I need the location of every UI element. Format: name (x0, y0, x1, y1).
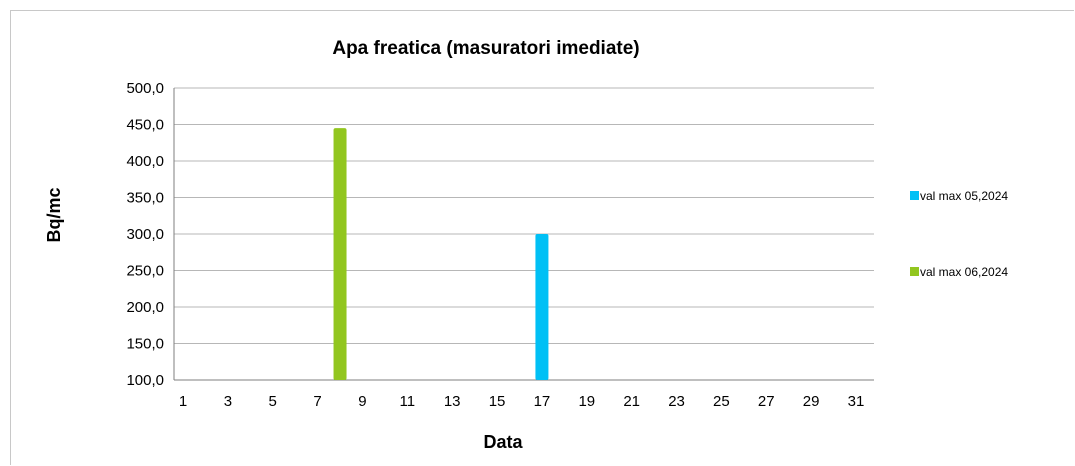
legend-entry-label: val max 06,2024 (920, 265, 1008, 279)
x-tick-label: 3 (224, 393, 232, 410)
legend: val max 05,2024 val max 06,2024 (910, 189, 1008, 279)
y-tick-label: 250,0 (126, 263, 164, 280)
x-tick-label: 29 (803, 393, 820, 410)
y-tick-label: 150,0 (126, 336, 164, 353)
bar (535, 234, 549, 380)
legend-swatch (910, 267, 919, 276)
x-tick-label: 27 (758, 393, 775, 410)
y-tick-label: 350,0 (126, 190, 164, 207)
x-tick-label: 21 (623, 393, 640, 410)
x-tick-label: 1 (179, 393, 187, 410)
legend-entry-label: val max 05,2024 (920, 189, 1008, 203)
bar (333, 128, 347, 380)
bars (333, 128, 549, 380)
x-tick-label: 19 (578, 393, 595, 410)
x-tick-label: 25 (713, 393, 730, 410)
x-tick-label: 13 (444, 393, 461, 410)
y-tick-label: 200,0 (126, 299, 164, 316)
x-tick-label: 17 (534, 393, 551, 410)
y-axis-tick-labels: 500,0 450,0 400,0 350,0 300,0 250,0 200,0 150,0… (126, 80, 164, 389)
x-tick-label: 23 (668, 393, 685, 410)
x-tick-label: 15 (489, 393, 506, 410)
x-axis-title: Data (483, 432, 523, 452)
y-tick-label: 400,0 (126, 153, 164, 170)
y-tick-label: 450,0 (126, 117, 164, 134)
legend-swatch (910, 191, 919, 200)
chart-title: Apa freatica (masuratori imediate) (332, 38, 639, 59)
x-tick-label: 7 (313, 393, 321, 410)
x-tick-label: 31 (848, 393, 865, 410)
grid-lines (174, 87, 874, 344)
x-tick-label: 11 (400, 393, 416, 410)
x-tick-label: 9 (358, 393, 366, 410)
y-tick-label: 500,0 (126, 80, 164, 97)
y-axis-title: Bq/mc (44, 187, 64, 242)
x-axis-tick-labels: 1 3 5 7 9 11 13 15 17 19 21 23 25 27 29 31 (179, 393, 865, 410)
x-tick-label: 5 (269, 393, 277, 410)
y-tick-label: 100,0 (126, 372, 164, 389)
y-tick-label: 300,0 (126, 226, 164, 243)
axes (173, 88, 874, 381)
